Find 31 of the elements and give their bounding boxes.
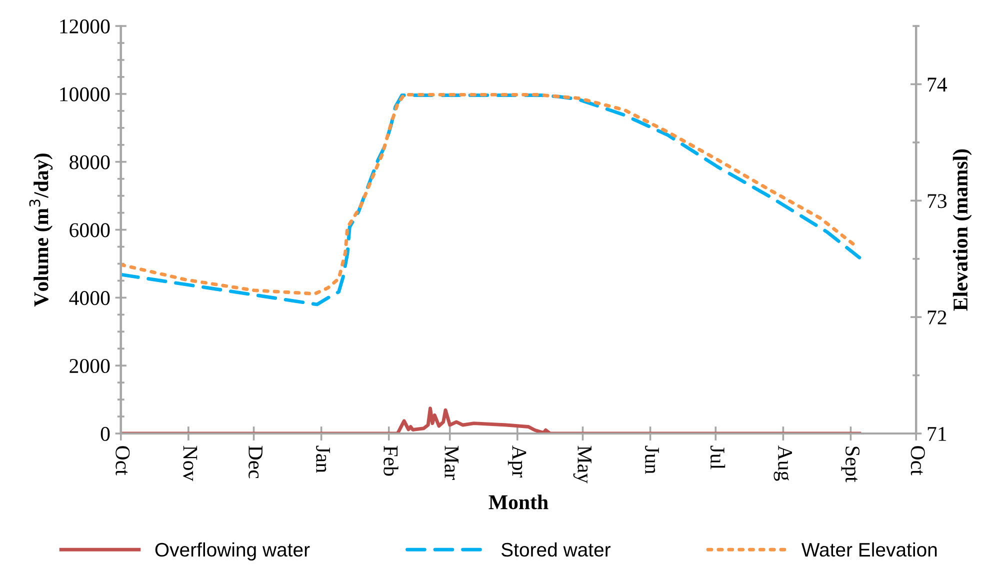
y2-tick-label: 72 — [928, 310, 946, 324]
x-tick-label: Jul — [710, 446, 726, 470]
legend-label: Stored water — [501, 542, 611, 557]
x-tick-label: Aug — [774, 446, 792, 481]
y-tick-label: 0 — [100, 426, 110, 441]
line-series — [120, 406, 862, 434]
y-tick-label: 6000 — [70, 223, 110, 238]
y2-tick-label: 73 — [928, 194, 947, 208]
y-tick-label: 12000 — [60, 19, 110, 34]
x-tick-label: Apr — [508, 446, 526, 478]
x-tick-label: Mar — [444, 446, 458, 480]
y-tick-label: 10000 — [60, 87, 110, 102]
y2-axis-title: Elevation (mamsl) — [952, 149, 972, 311]
legend-label: Water Elevation — [801, 542, 937, 557]
x-tick-label: Jun — [645, 446, 659, 474]
x-tick-label: Nov — [183, 446, 198, 482]
y-tick-label: 4000 — [69, 291, 110, 306]
x-tick-label: May — [573, 446, 592, 484]
y-axis-title: Volume (m$^{3}$/day) — [29, 154, 53, 307]
x-tick-label: Jan — [316, 446, 330, 473]
x-tick-label: Feb — [384, 446, 398, 476]
x-axis-title: Month — [488, 494, 548, 510]
x-tick-label: Dec — [248, 446, 262, 478]
y-tick-label: 8000 — [70, 155, 110, 170]
y-tick-label: 2000 — [70, 358, 110, 374]
legend-label: Overflowing water — [155, 542, 310, 560]
x-tick-label: Oct — [116, 446, 130, 476]
y2-tick-label: 71 — [928, 426, 946, 441]
y2-tick-label: 74 — [928, 78, 948, 92]
x-tick-label: Oct — [910, 446, 925, 476]
x-tick-label: Sept — [841, 446, 860, 482]
